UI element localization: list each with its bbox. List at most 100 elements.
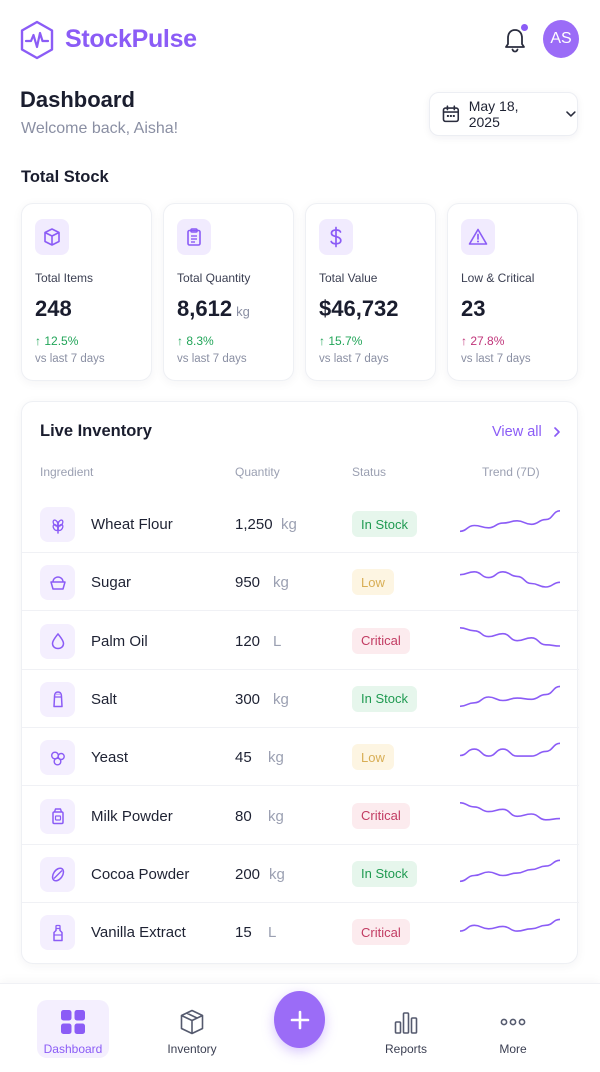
- nav-item-dashboard[interactable]: Dashboard: [37, 1000, 109, 1058]
- calendar-icon: [442, 105, 460, 123]
- nav-label: More: [499, 1042, 527, 1056]
- column-header-trend[interactable]: Trend (7D): [482, 465, 540, 479]
- bar-chart-icon: [394, 1012, 418, 1034]
- selected-date: May 18, 2025: [468, 98, 519, 130]
- table-row[interactable]: Cocoa Powder 200 kg In Stock: [22, 845, 579, 903]
- table-row[interactable]: Palm Oil 120 L Critical: [22, 612, 579, 670]
- stat-value: 248: [35, 296, 72, 322]
- total-stock-title: Total Stock: [21, 168, 109, 186]
- view-all-link[interactable]: View all: [492, 424, 562, 440]
- welcome-message: Welcome back, Aisha!: [21, 120, 179, 137]
- arrow-up-icon: ↑: [461, 334, 467, 348]
- trend-line: [460, 859, 560, 882]
- arrow-up-icon: ↑: [177, 334, 183, 348]
- stat-label: Total Quantity: [177, 271, 251, 285]
- trend-line: [460, 626, 560, 647]
- status-badge: In Stock: [352, 860, 417, 887]
- stat-card-total-quantity[interactable]: Total Quantity 8,612 kg ↑ 8.3% vs last 7 …: [163, 203, 294, 381]
- more-icon: [500, 1018, 526, 1026]
- stat-label: Low & Critical: [461, 271, 535, 285]
- ingredient-name: Vanilla Extract: [91, 924, 186, 942]
- column-header-status[interactable]: Status: [352, 465, 387, 479]
- plus-icon: [290, 1010, 309, 1029]
- stat-cards: Total Items 248 ↑ 12.5% vs last 7 days T…: [21, 203, 579, 381]
- sugar-icon: [40, 565, 75, 601]
- vanilla-bottle-icon: [40, 915, 75, 951]
- trend-line: [460, 685, 560, 707]
- quantity-unit: kg: [273, 690, 289, 708]
- status-badge: Low: [352, 569, 394, 596]
- status-badge: In Stock: [352, 685, 417, 712]
- avatar[interactable]: AS: [543, 20, 579, 58]
- quantity-value: 15: [235, 924, 252, 942]
- live-inventory-title: Live Inventory: [40, 422, 152, 440]
- stat-label: Total Items: [35, 271, 94, 285]
- quantity-unit: L: [273, 632, 282, 650]
- stat-card-total-items[interactable]: Total Items 248 ↑ 12.5% vs last 7 days: [21, 203, 152, 381]
- app-header: StockPulse AS: [0, 0, 600, 80]
- stat-label: Total Value: [319, 271, 378, 285]
- stat-value-number: $46,732: [319, 296, 399, 321]
- cocoa-icon: [40, 856, 75, 892]
- nav-item-more[interactable]: More: [477, 1000, 549, 1058]
- column-header-quantity[interactable]: Quantity: [235, 465, 280, 479]
- stat-change: ↑ 15.7%: [319, 334, 362, 348]
- quantity-unit: L: [268, 924, 277, 942]
- date-picker-button[interactable]: May 18, 2025: [429, 92, 578, 136]
- stat-card-total-value[interactable]: Total Value $46,732 ↑ 15.7% vs last 7 da…: [305, 203, 436, 381]
- column-header-ingredient[interactable]: Ingredient: [40, 465, 94, 479]
- nav-label: Dashboard: [43, 1042, 103, 1056]
- trend-sparkline: [460, 801, 560, 821]
- oil-drop-icon: [40, 623, 75, 659]
- ingredient-name: Milk Powder: [91, 807, 173, 825]
- table-row[interactable]: Sugar 950 kg Low: [22, 553, 579, 612]
- quantity-value: 45: [235, 749, 252, 767]
- stat-card-low-critical[interactable]: Low & Critical 23 ↑ 27.8% vs last 7 days: [447, 203, 578, 381]
- trend-line: [460, 801, 560, 821]
- nav-label: Reports: [384, 1042, 428, 1056]
- stat-value-number: 23: [461, 296, 486, 321]
- arrow-up-icon: ↑: [319, 334, 325, 348]
- stat-change-value: 15.7%: [328, 334, 363, 348]
- stat-change: ↑ 27.8%: [461, 334, 504, 348]
- quantity-unit: kg: [268, 807, 284, 825]
- stat-value: $46,732: [319, 296, 399, 322]
- nav-item-inventory[interactable]: Inventory: [156, 1000, 228, 1058]
- chevron-down-icon: [566, 111, 576, 117]
- salt-shaker-icon: [40, 681, 75, 717]
- stat-change-value: 12.5%: [44, 334, 79, 348]
- quantity-value: 120: [235, 632, 261, 650]
- chevron-right-icon: [553, 427, 560, 437]
- add-item-button[interactable]: [274, 991, 325, 1048]
- table-row[interactable]: Salt 300 kg In Stock: [22, 670, 579, 728]
- ingredient-name: Sugar: [91, 574, 132, 592]
- table-row[interactable]: Vanilla Extract 15 L Critical: [22, 903, 579, 961]
- quantity-value: 300: [235, 690, 261, 708]
- box-icon: [35, 219, 69, 255]
- trend-line: [460, 918, 560, 932]
- quantity-unit: kg: [268, 749, 284, 767]
- quantity-value: 1,250: [235, 516, 273, 533]
- table-row[interactable]: Yeast 45 kg Low: [22, 728, 579, 787]
- status-badge: Low: [352, 744, 394, 771]
- stat-unit: kg: [236, 304, 250, 319]
- stat-change: ↑ 12.5%: [35, 334, 78, 348]
- yeast-icon: [40, 740, 75, 776]
- table-row[interactable]: Milk Powder 80 kg Critical: [22, 787, 579, 845]
- status-badge: Critical: [352, 802, 410, 829]
- stat-change-value: 27.8%: [470, 334, 505, 348]
- pulse-hexagon-logo-icon[interactable]: [20, 20, 54, 60]
- page-title: Dashboard: [20, 87, 135, 112]
- status-badge: In Stock: [352, 511, 417, 537]
- trend-sparkline: [460, 571, 560, 589]
- wheat-icon: [40, 507, 75, 542]
- stat-value: 8,612 kg: [177, 296, 250, 322]
- trend-sparkline: [460, 685, 560, 707]
- stat-change-value: 8.3%: [186, 334, 214, 348]
- notification-bell-icon[interactable]: [500, 25, 530, 55]
- table-row[interactable]: Wheat Flour 1,250 kg In Stock: [22, 495, 579, 553]
- nav-item-reports[interactable]: Reports: [370, 1000, 442, 1058]
- status-badge: Critical: [352, 627, 410, 654]
- quantity-unit: kg: [281, 516, 297, 533]
- warning-icon: [461, 219, 495, 255]
